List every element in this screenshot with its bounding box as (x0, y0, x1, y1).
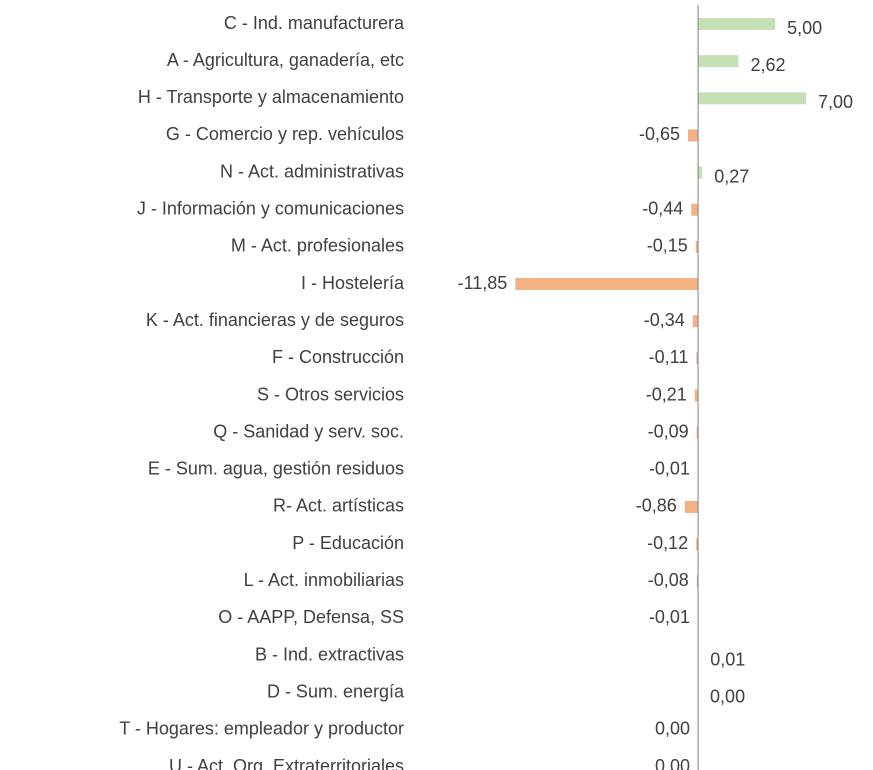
category-label: K - Act. financieras y de seguros (146, 310, 404, 330)
category-label: F - Construcción (272, 347, 404, 367)
category-label: U - Act. Org. Extraterritoriales (169, 756, 404, 770)
category-label: I - Hostelería (301, 273, 405, 293)
bar (692, 315, 699, 328)
value-label: 0,00 (655, 719, 690, 739)
category-label: B - Ind. extractivas (255, 644, 404, 664)
value-label: 5,00 (787, 18, 822, 38)
bar (698, 18, 776, 30)
bar (684, 500, 699, 513)
value-label: -0,34 (644, 310, 685, 330)
category-label: L - Act. inmobiliarias (244, 570, 404, 590)
bar (515, 278, 699, 291)
category-label: G - Comercio y rep. vehículos (166, 124, 404, 144)
value-label: -0,65 (639, 124, 680, 144)
value-label: 0,00 (710, 686, 745, 706)
value-label: -0,15 (647, 236, 688, 256)
category-label: M - Act. profesionales (231, 236, 404, 256)
value-label: -0,12 (647, 533, 688, 553)
value-label: -0,44 (642, 199, 683, 219)
bar (688, 129, 699, 142)
bar (694, 389, 699, 402)
category-label: C - Ind. manufacturera (224, 13, 405, 33)
bar (698, 92, 806, 105)
bar (696, 538, 699, 551)
bar (698, 166, 703, 179)
bar (696, 352, 699, 365)
bar (696, 575, 699, 588)
value-label: -0,86 (636, 496, 677, 516)
value-label: 0,00 (655, 756, 690, 770)
category-label: Q - Sanidad y serv. soc. (213, 421, 404, 441)
value-label: 7,00 (818, 92, 853, 112)
category-label: P - Educación (292, 533, 404, 553)
value-label: -0,01 (649, 607, 690, 627)
value-label: 2,62 (750, 55, 785, 75)
category-label: R- Act. artísticas (273, 496, 404, 516)
category-label: N - Act. administrativas (220, 161, 404, 181)
category-label: O - AAPP, Defensa, SS (218, 607, 404, 627)
category-label: A - Agricultura, ganadería, etc (167, 50, 404, 70)
category-label: S - Otros servicios (257, 384, 404, 404)
value-label: -0,21 (646, 384, 687, 404)
category-label: T - Hogares: empleador y productor (119, 719, 404, 739)
bar (695, 240, 699, 253)
category-label: E - Sum. agua, gestión residuos (148, 459, 404, 479)
bar (691, 203, 699, 216)
value-label: -0,11 (649, 347, 689, 367)
bar (698, 55, 739, 68)
category-label: J - Información y comunicaciones (137, 199, 404, 219)
value-label: -0,01 (649, 459, 690, 479)
bar (696, 426, 699, 439)
category-label: D - Sum. energía (267, 681, 405, 701)
value-label: -0,09 (648, 421, 689, 441)
value-label: 0,01 (710, 649, 745, 669)
value-label: 0,27 (714, 166, 749, 186)
category-label: H - Transporte y almacenamiento (138, 87, 404, 107)
value-label: -0,08 (648, 570, 689, 590)
value-label: -11,85 (458, 273, 508, 293)
